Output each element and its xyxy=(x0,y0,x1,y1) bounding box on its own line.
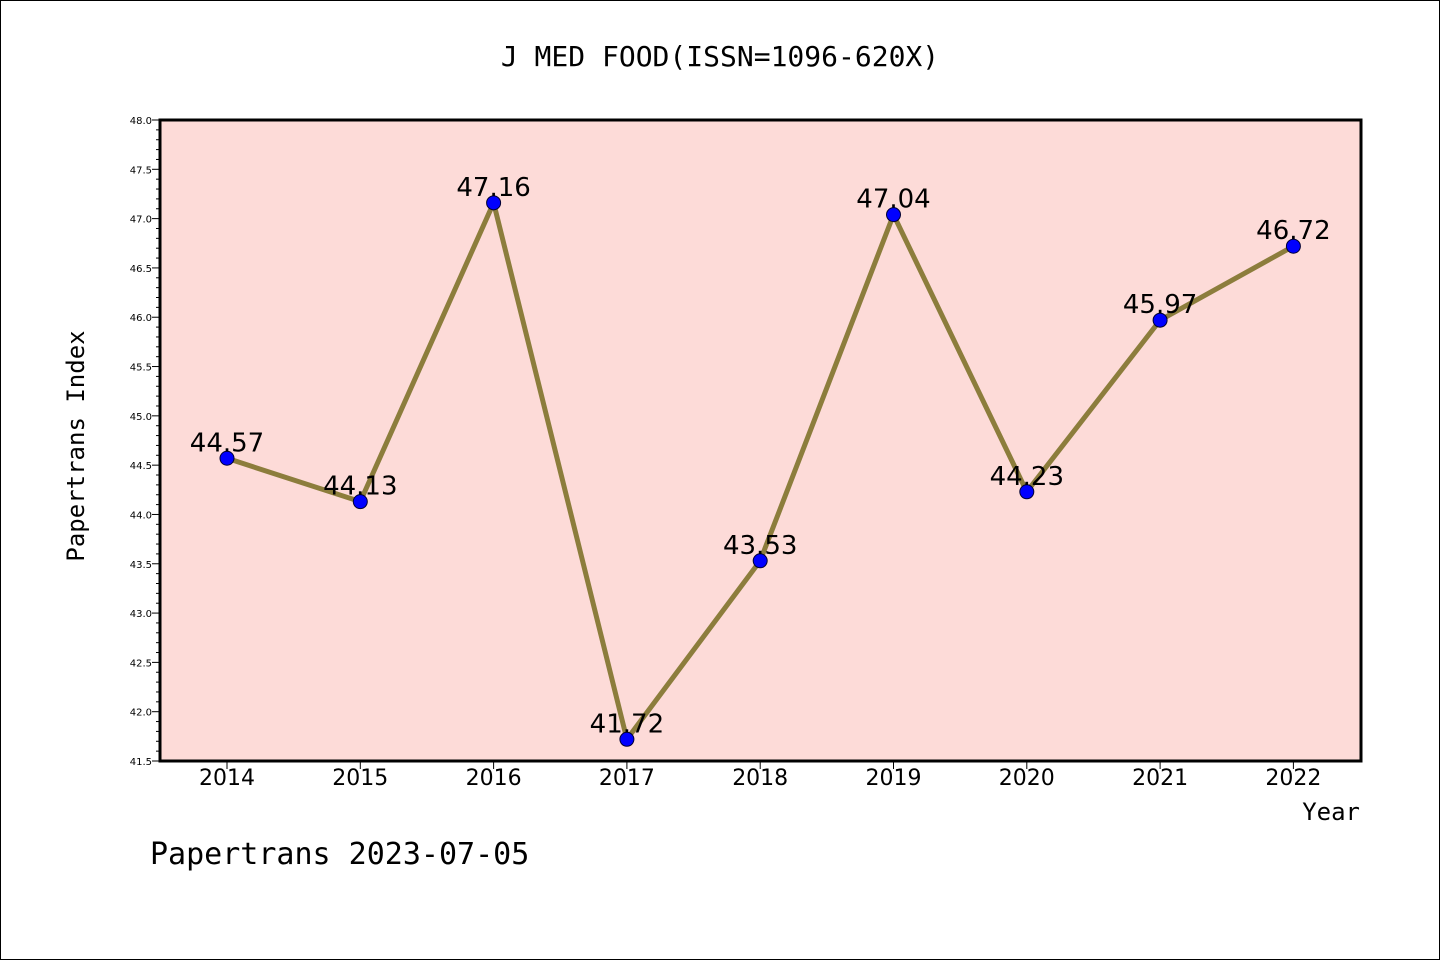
x-axis-ticks: 2014 2015 2016 2017 2018 2019 2020 2021 2022 xyxy=(199,761,1321,791)
x-tick-label: 2015 xyxy=(332,766,388,791)
data-point xyxy=(886,207,901,223)
data-point xyxy=(1019,484,1035,500)
data-point xyxy=(352,494,368,510)
y-tick-label: 42.0 xyxy=(130,708,152,719)
data-label: 44.23 xyxy=(990,462,1064,492)
data-label: 41.72 xyxy=(590,709,664,739)
y-axis-ticks: 41.5 42.0 42.5 43.0 43.5 44.0 44.5 45.0 45.5 46.0… xyxy=(130,116,160,768)
data-label: 47.04 xyxy=(856,185,930,215)
chart-title: J MED FOOD(ISSN=1096-620X) xyxy=(501,40,939,73)
y-tick-label: 43.5 xyxy=(130,560,152,571)
data-label: 44.13 xyxy=(323,472,397,502)
x-axis-label: Year xyxy=(1302,798,1360,826)
y-tick-label: 41.5 xyxy=(130,757,152,768)
data-point xyxy=(752,553,768,569)
data-label: 45.97 xyxy=(1123,290,1197,320)
plot-area xyxy=(160,120,1361,761)
data-label: 47.16 xyxy=(456,173,530,203)
data-label: 43.53 xyxy=(723,531,797,561)
data-point xyxy=(219,450,235,466)
x-tick-label: 2022 xyxy=(1265,766,1321,791)
y-tick-label: 44.0 xyxy=(130,510,152,521)
data-point xyxy=(1152,312,1168,328)
data-label: 44.57 xyxy=(190,428,264,458)
data-labels: 44.57 44.13 47.16 41.72 43.53 47.04 44.23 45.97… xyxy=(190,173,1331,739)
data-points xyxy=(219,195,1301,747)
data-point xyxy=(619,731,635,747)
x-tick-label: 2019 xyxy=(866,766,922,791)
y-tick-label: 45.0 xyxy=(130,412,152,423)
y-tick-label: 44.5 xyxy=(130,461,152,472)
y-tick-label: 42.5 xyxy=(130,658,152,669)
y-tick-label: 46.5 xyxy=(130,264,152,275)
footer-text: Papertrans 2023-07-05 xyxy=(150,837,529,872)
x-tick-label: 2021 xyxy=(1132,766,1188,791)
x-tick-label: 2020 xyxy=(999,766,1055,791)
y-tick-label: 43.0 xyxy=(130,609,152,620)
y-tick-label: 47.5 xyxy=(130,165,152,176)
x-tick-label: 2017 xyxy=(599,766,655,791)
data-point xyxy=(1285,238,1301,254)
y-tick-label: 48.0 xyxy=(130,116,152,127)
y-tick-label: 46.0 xyxy=(130,313,152,324)
data-label: 46.72 xyxy=(1256,216,1330,246)
x-tick-label: 2018 xyxy=(732,766,788,791)
y-axis-label: Papertrans Index xyxy=(62,330,90,561)
data-point xyxy=(486,195,502,211)
x-tick-label: 2016 xyxy=(466,766,522,791)
y-tick-label: 47.0 xyxy=(130,215,152,226)
plot-border xyxy=(158,118,1363,763)
x-tick-label: 2014 xyxy=(199,766,255,791)
y-tick-label: 45.5 xyxy=(130,363,152,374)
